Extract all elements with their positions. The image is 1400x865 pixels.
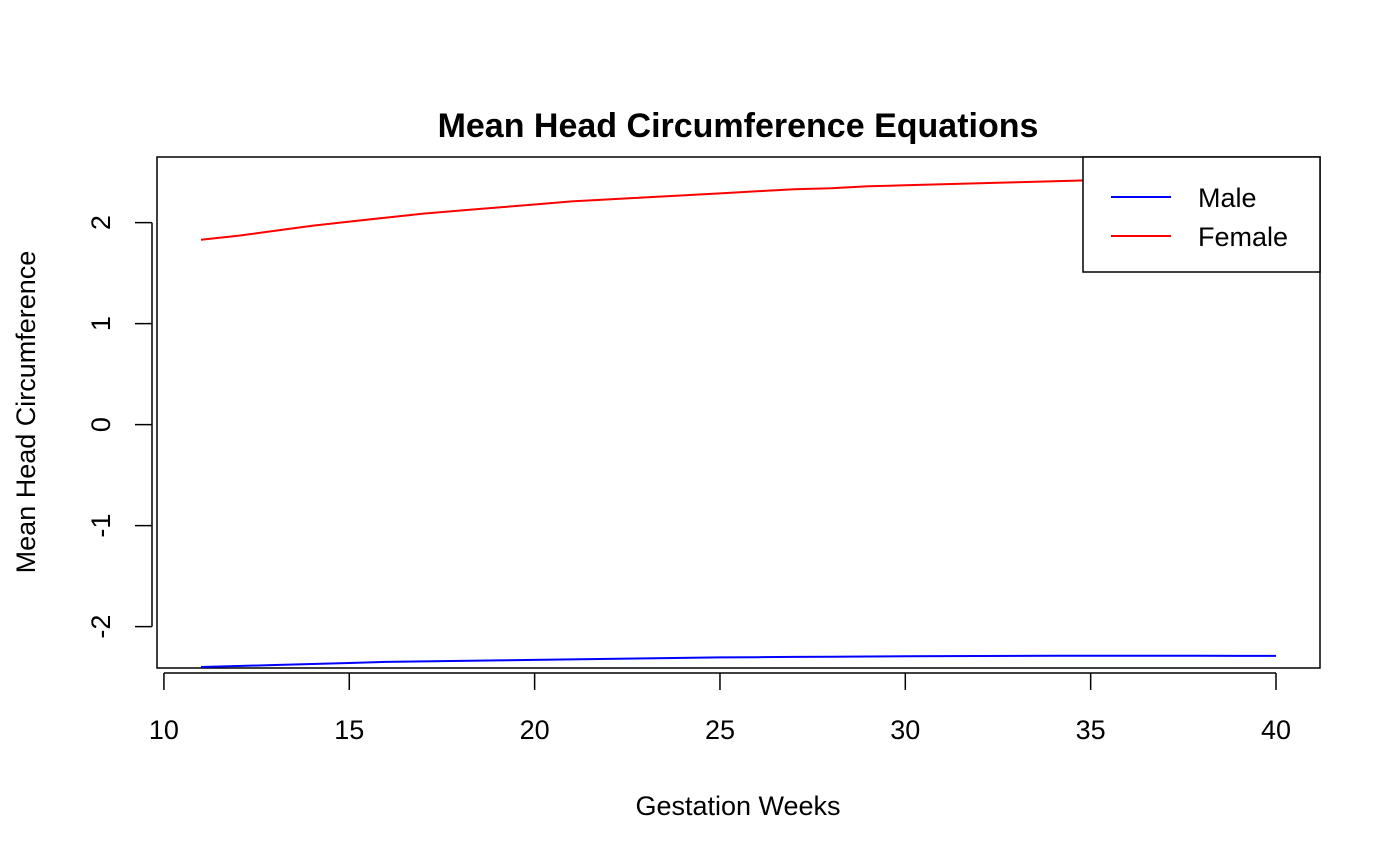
x-tick-label: 10	[149, 715, 179, 745]
x-tick-label: 30	[890, 715, 920, 745]
x-tick-label: 25	[705, 715, 735, 745]
y-tick-label: 2	[86, 215, 116, 230]
series-line-male	[200, 654, 1276, 668]
x-tick-label: 15	[334, 715, 364, 745]
x-tick-label: 35	[1076, 715, 1106, 745]
chart-title: Mean Head Circumference Equations	[438, 107, 1039, 145]
y-tick-label: 1	[86, 316, 116, 331]
legend-label-male: Male	[1198, 183, 1257, 213]
y-tick-label: -2	[86, 615, 116, 639]
x-tick-label: 20	[520, 715, 550, 745]
y-tick-label: -1	[86, 514, 116, 538]
legend-box	[1082, 156, 1321, 273]
legend-label-female: Female	[1198, 222, 1288, 252]
y-tick-label: 0	[86, 417, 116, 432]
y-axis-label: Mean Head Circumference	[11, 251, 41, 574]
x-axis-label: Gestation Weeks	[635, 791, 840, 821]
x-axis: 10 15 20 25 30 35 40	[149, 672, 1291, 745]
legend: Male Female	[1082, 156, 1321, 273]
x-tick-label: 40	[1261, 715, 1291, 745]
plot-frame	[156, 156, 1321, 669]
y-axis: -2 -1 0 1 2	[86, 215, 153, 639]
